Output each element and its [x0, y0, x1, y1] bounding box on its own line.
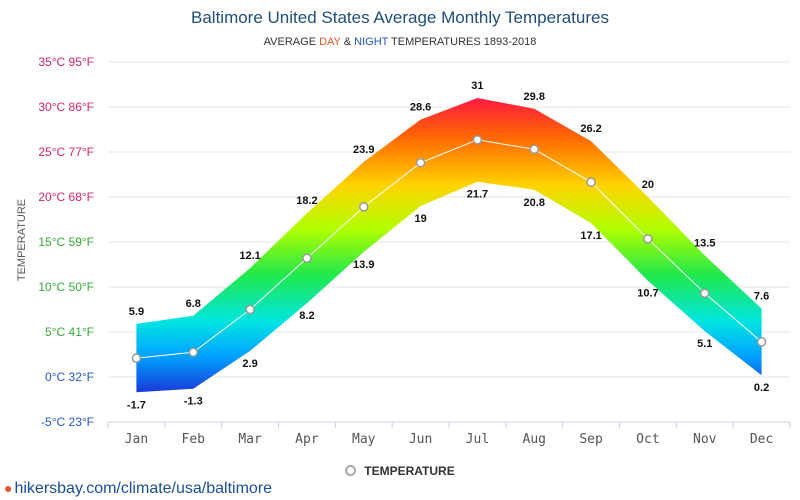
mean-point [756, 337, 767, 347]
x-tick-label: May [352, 432, 376, 447]
subtitle-mid: & [340, 36, 355, 48]
y-tick-label: 25°C 77°F [38, 145, 94, 159]
night-value-label: -1.3 [184, 396, 203, 408]
legend: TEMPERATURE [0, 464, 800, 478]
y-axis-label: TEMPERATURE [16, 199, 28, 281]
x-tick-label: Aug [523, 432, 546, 447]
x-tick-label: Mar [238, 432, 262, 447]
night-value-label: 10.7 [637, 288, 658, 300]
night-value-label: 5.1 [697, 338, 712, 350]
x-tick-label: Feb [182, 432, 206, 447]
day-value-label: 13.5 [694, 238, 715, 250]
map-pin-icon: ● [4, 480, 13, 496]
legend-label: TEMPERATURE [364, 464, 455, 478]
source-link-text: hikersbay.com/climate/usa/baltimore [14, 480, 273, 497]
subtitle-suffix: TEMPERATURES 1893-2018 [388, 36, 537, 48]
night-value-label: 0.2 [754, 382, 769, 394]
x-tick-label: Apr [295, 432, 319, 447]
x-tick-label: Jun [409, 432, 432, 447]
mean-point [529, 144, 539, 155]
night-value-label: 2.9 [242, 358, 257, 370]
day-value-label: 5.9 [129, 306, 144, 318]
night-value-label: 13.9 [353, 259, 374, 271]
y-tick-label: 20°C 68°F [38, 190, 94, 204]
x-tick-label: Nov [693, 432, 717, 447]
x-tick-label: Oct [636, 432, 659, 447]
day-value-label: 7.6 [754, 291, 769, 303]
night-value-label: 20.8 [524, 197, 545, 209]
mean-point [415, 158, 426, 168]
data-labels: 5.9 6.8 12.1 18.2 23.9 28.6 31 29.8 26.2 20 13.5 7.… [127, 80, 769, 411]
temperature-band [136, 98, 762, 393]
chart-subtitle: AVERAGE DAY & NIGHT TEMPERATURES 1893-20… [0, 36, 800, 48]
night-value-label: 17.1 [580, 230, 601, 242]
mean-point [359, 202, 369, 212]
day-value-label: 26.2 [580, 123, 601, 135]
x-tick-label: Dec [750, 432, 773, 447]
x-tick-label: Jul [466, 432, 489, 447]
day-value-label: 23.9 [353, 144, 374, 156]
subtitle-prefix: AVERAGE [263, 36, 320, 48]
mean-point [586, 177, 596, 187]
y-tick-label: 5°C 41°F [45, 325, 94, 339]
legend-marker-icon [345, 465, 357, 476]
mean-point [245, 304, 255, 315]
mean-point [700, 288, 710, 299]
day-value-label: 31 [471, 80, 483, 92]
mean-line [136, 139, 762, 359]
mean-point [302, 253, 312, 263]
y-tick-label: 15°C 59°F [38, 235, 94, 249]
night-value-label: 21.7 [467, 189, 488, 201]
night-value-label: -1.7 [127, 399, 146, 411]
y-tick-label: 35°C 95°F [38, 55, 94, 69]
mean-point [131, 353, 142, 363]
x-axis: Jan Feb Mar Apr May Jun Jul Aug Sep Oct Nov Dec [107, 421, 791, 447]
source-link[interactable]: ● hikersbay.com/climate/usa/baltimore [4, 480, 272, 498]
day-night-range-area [136, 98, 762, 393]
y-axis: -5°C 23°F 0°C 32°F 5°C 41°F 10°C 50°F 15°C 5… [38, 55, 94, 429]
subtitle-day: DAY [319, 36, 341, 48]
day-value-label: 28.6 [410, 102, 431, 114]
day-value-label: 29.8 [524, 91, 545, 103]
night-value-label: 19 [414, 213, 426, 225]
night-value-label: 8.2 [299, 310, 314, 322]
y-tick-label: -5°C 23°F [41, 415, 94, 429]
y-tick-label: 30°C 86°F [38, 100, 94, 114]
y-tick-label: 0°C 32°F [45, 370, 94, 384]
y-tick-label: 10°C 50°F [38, 280, 94, 294]
mean-point [472, 135, 483, 145]
mean-series [131, 135, 767, 363]
x-tick-label: Jan [125, 432, 148, 447]
day-value-label: 18.2 [296, 195, 317, 207]
day-value-label: 12.1 [239, 250, 260, 262]
chart-title: Baltimore United States Average Monthly … [191, 8, 609, 27]
mean-point [188, 347, 198, 357]
x-tick-label: Sep [579, 432, 603, 447]
mean-point [643, 234, 653, 244]
day-value-label: 20 [642, 179, 654, 191]
subtitle-night: NIGHT [354, 36, 389, 48]
day-value-label: 6.8 [186, 298, 201, 310]
